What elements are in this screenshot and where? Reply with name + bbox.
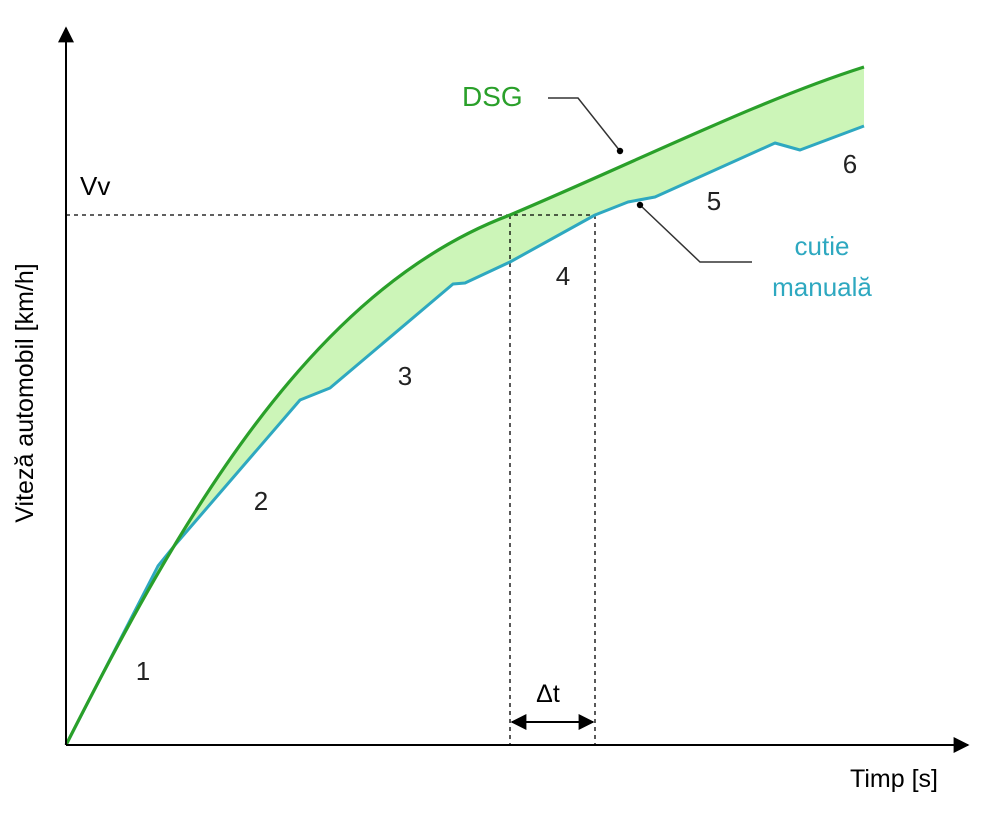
x-axis-label: Timp [s] [850, 765, 938, 793]
manual-leader-line [639, 204, 752, 263]
dsg-label: DSG [462, 81, 523, 112]
y-axis-label: Viteză automobil [km/h] [11, 263, 39, 522]
gear-label-1: 1 [136, 656, 150, 686]
gear-label-6: 6 [843, 149, 857, 179]
dsg-leader-dot [616, 147, 624, 155]
gear-label-5: 5 [707, 186, 721, 216]
gear-label-4: 4 [556, 261, 570, 291]
advantage-area [66, 67, 864, 745]
manual-label-line2: manuală [772, 272, 872, 302]
vv-label: Vv [80, 171, 110, 201]
delta-t-label: Δt [536, 680, 560, 708]
gear-label-2: 2 [254, 486, 268, 516]
dsg-leader-line [548, 97, 621, 152]
dsg-curve [64, 65, 865, 746]
gear-label-3: 3 [398, 361, 412, 391]
manual-gearbox-curve [64, 124, 865, 746]
manual-leader-dot [636, 201, 644, 209]
manual-label-line1: cutie [795, 231, 850, 261]
